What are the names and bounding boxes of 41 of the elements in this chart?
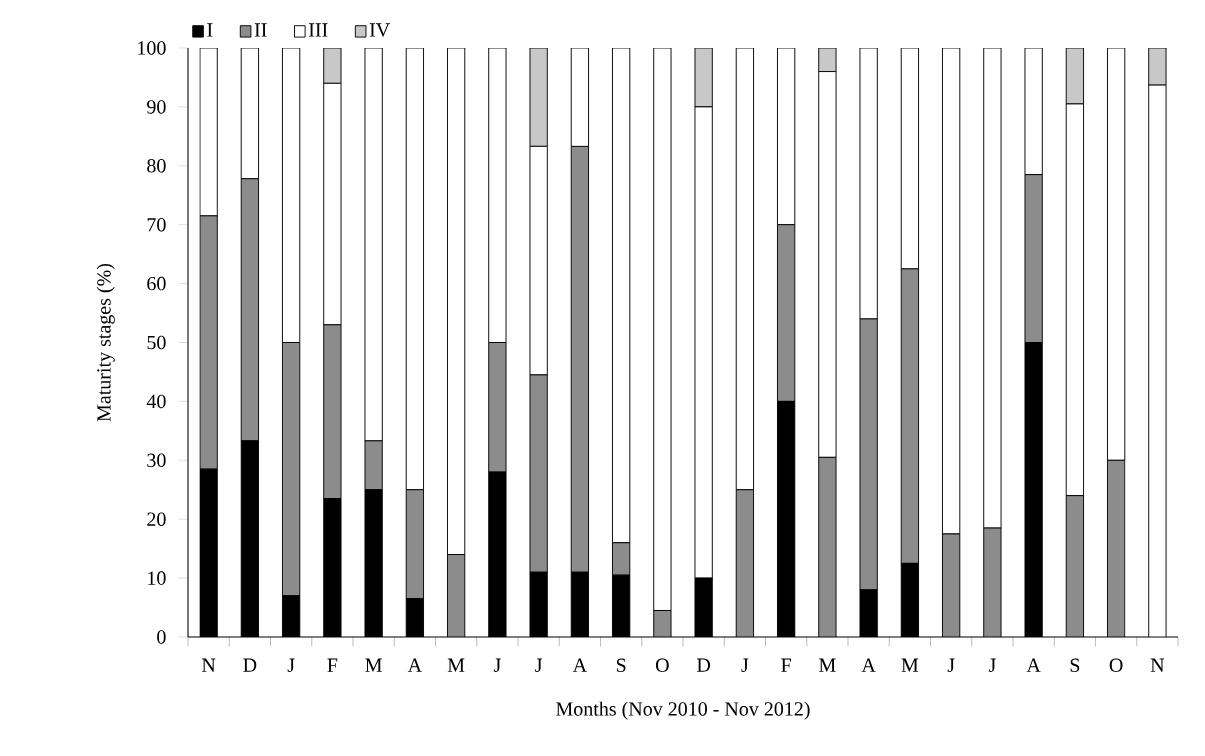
x-tick-label: N [1150, 658, 1165, 672]
x-axis-title: Months (Nov 2010 - Nov 2012) [556, 701, 810, 720]
x-tick-label: J [741, 658, 749, 672]
y-tick-label: 60 [147, 276, 166, 291]
x-tick-label: A [572, 658, 587, 672]
y-tick-label: 0 [157, 630, 166, 644]
y-tick-label: 90 [147, 100, 166, 114]
y-tick-label: 70 [147, 217, 166, 232]
y-axis-title: Maturity stages (%) [96, 263, 115, 422]
x-tick-label: A [1026, 658, 1041, 672]
x-tick-label: J [947, 658, 955, 672]
x-tick-label: A [407, 658, 422, 672]
legend-label: I [207, 23, 213, 37]
x-tick-label: S [616, 658, 626, 673]
x-tick-label: D [243, 658, 257, 672]
x-tick-label: J [493, 658, 501, 672]
legend-label: II [254, 23, 267, 37]
y-tick-label: 20 [147, 512, 166, 526]
x-tick-label: N [201, 658, 216, 672]
y-tick-label: 80 [147, 159, 166, 173]
x-tick-label: M [819, 658, 836, 672]
y-tick-label: 100 [138, 41, 166, 55]
y-tick-label: 10 [148, 571, 166, 585]
x-tick-label: J [535, 658, 543, 672]
x-tick-label: M [447, 658, 465, 672]
legend-label: IV [369, 23, 390, 37]
y-tick-label: 40 [146, 394, 166, 409]
x-tick-label: J [988, 658, 996, 672]
y-tick-label: 30 [147, 453, 166, 468]
x-tick-label: A [861, 658, 876, 672]
x-tick-label: O [1109, 658, 1123, 673]
x-tick-label: M [365, 658, 382, 672]
x-tick-label: J [287, 658, 295, 672]
x-tick-label: D [697, 658, 711, 672]
legend-label: III [308, 23, 328, 37]
x-tick-label: F [327, 658, 338, 672]
x-tick-label: O [655, 658, 669, 673]
y-tick-label: 50 [147, 335, 166, 350]
x-tick-label: M [901, 658, 919, 672]
x-tick-label: S [1070, 658, 1080, 673]
x-tick-label: F [781, 658, 791, 672]
